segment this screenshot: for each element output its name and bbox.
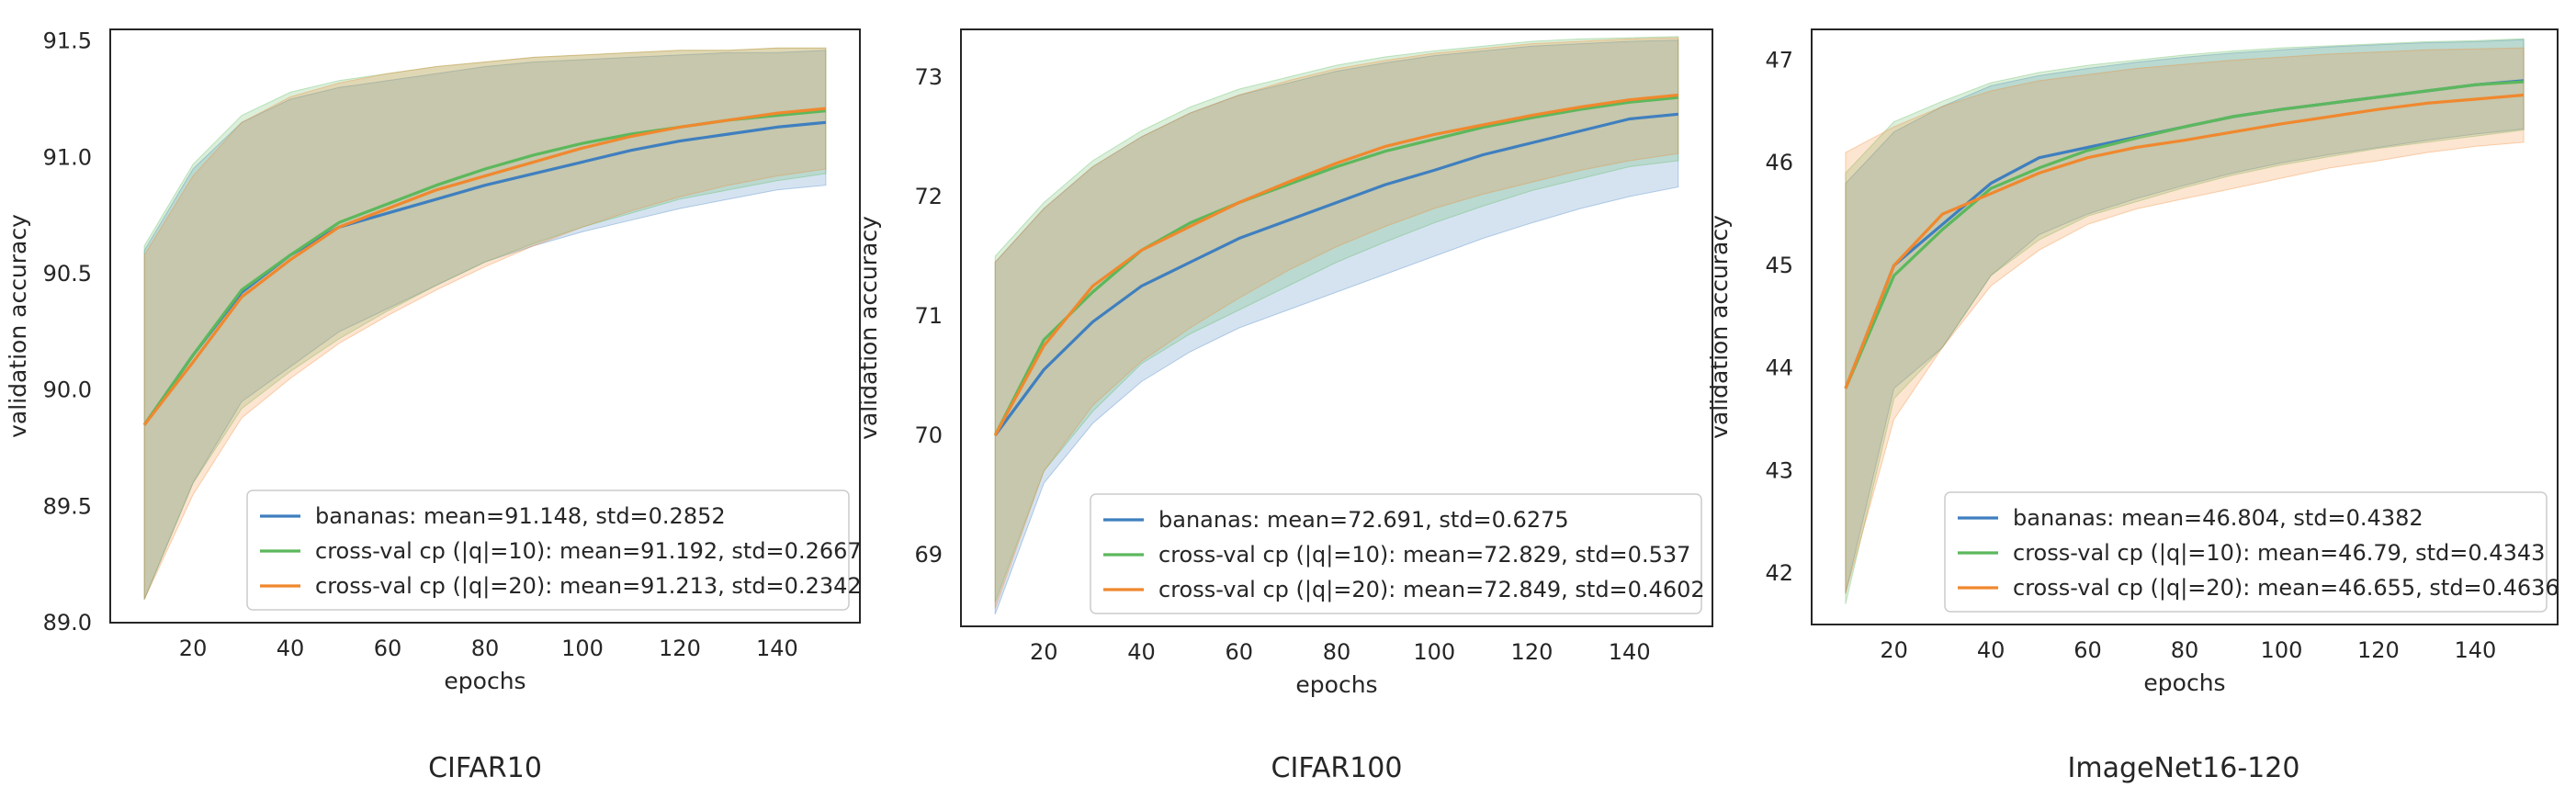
y-tick-label: 71 [914,303,943,329]
axes-frame [1811,28,2559,625]
band-series-0 [994,39,1679,615]
y-tick-label: 46 [1765,150,1793,175]
line-series-2 [993,93,1678,436]
band-series-1 [1845,38,2525,604]
legend-entry: cross-val cp (|q|=10): mean=91.192, std=… [315,538,862,564]
y-tick-label: 90.0 [43,377,92,403]
y-tick-label: 91.0 [43,144,92,170]
x-tick-label: 20 [179,636,208,661]
x-tick-label: 140 [1609,639,1651,665]
legend-entry: bananas: mean=46.804, std=0.4382 [2013,505,2423,531]
x-tick-label: 40 [1127,639,1156,665]
panel-caption: CIFAR10 [428,752,542,784]
y-tick-label: 42 [1765,560,1793,586]
line-series-0 [993,112,1678,436]
axes-frame [109,28,861,624]
x-tick-label: 120 [659,636,701,661]
panel-imagenet16-120: 20 40 60 80 100 120 140 42 43 44 45 46 47 epochs valid… [1706,28,2559,784]
y-axis-label: validation accuracy [5,214,31,438]
band-series-0 [143,50,827,600]
legend-box [246,490,850,611]
x-tick-label: 20 [1880,637,1908,663]
legend-entry: cross-val cp (|q|=10): mean=46.79, std=0… [2013,540,2545,566]
x-axis-label: epochs [1295,671,1377,698]
panel-cifar10: 20 40 60 80 100 120 140 89.0 89.5 90.0 90.5 91.0 91.… [5,28,862,784]
y-tick-label: 44 [1765,355,1793,381]
legend: bananas: mean=46.804, std=0.4382 cross-va… [1944,491,2559,613]
band-series-2 [994,37,1679,609]
plot-area [1844,38,2525,604]
x-axis-label: epochs [2143,670,2225,696]
line-series-2 [142,107,827,426]
x-tick-label: 60 [374,636,402,661]
y-tick-label: 89.5 [43,493,92,519]
plot-area [993,36,1679,615]
legend: bananas: mean=91.148, std=0.2852 cross-va… [246,490,862,611]
y-tick-label: 73 [914,64,943,90]
legend-entry: cross-val cp (|q|=10): mean=72.829, std=… [1158,542,1690,568]
line-series-1 [1844,80,2525,389]
band-series-1 [143,47,827,600]
x-tick-label: 40 [1977,637,2005,663]
y-tick-label: 47 [1765,48,1793,73]
legend-box [1944,491,2548,613]
x-tick-label: 140 [756,636,798,661]
y-tick-label: 91.5 [43,28,92,54]
legend-entry: bananas: mean=91.148, std=0.2852 [315,503,726,529]
x-tick-label: 100 [2261,637,2303,663]
x-tick-label: 140 [2454,637,2496,663]
legend-box [1090,493,1702,614]
band-series-1 [994,36,1679,603]
y-tick-label: 90.5 [43,261,92,287]
x-tick-label: 120 [2357,637,2400,663]
x-tick-label: 100 [1413,639,1455,665]
y-tick-label: 70 [914,422,943,448]
y-tick-label: 45 [1765,253,1793,278]
y-tick-label: 72 [914,184,943,209]
panel-caption: CIFAR100 [1271,752,1403,784]
y-tick-label: 43 [1765,457,1793,483]
panel-caption: ImageNet16-120 [2068,752,2300,784]
x-tick-label: 80 [2171,637,2199,663]
x-tick-label: 40 [277,636,305,661]
legend-entry: cross-val cp (|q|=20): mean=72.849, std=… [1158,577,1705,602]
x-tick-label: 80 [1323,639,1351,665]
y-axis-label: validation accuracy [1706,215,1733,439]
y-axis-label: validation accuracy [855,216,882,440]
legend: bananas: mean=72.691, std=0.6275 cross-va… [1090,493,1705,614]
x-tick-label: 80 [471,636,500,661]
x-tick-label: 120 [1511,639,1554,665]
x-tick-label: 20 [1030,639,1058,665]
y-tick-label: 69 [914,542,943,568]
plot-area [142,47,827,600]
x-tick-label: 60 [1225,639,1253,665]
line-series-1 [993,96,1678,436]
x-axis-label: epochs [444,668,525,694]
legend-entry: cross-val cp (|q|=20): mean=46.655, std=… [2013,575,2559,601]
panel-cifar100: 20 40 60 80 100 120 140 69 70 71 72 73 epochs validat… [855,28,1713,784]
x-tick-label: 100 [561,636,604,661]
axes-frame [960,28,1713,627]
band-series-2 [143,47,827,600]
line-series-2 [1844,93,2525,389]
x-tick-label: 60 [2073,637,2102,663]
y-tick-label: 89.0 [43,610,92,636]
legend-entry: bananas: mean=72.691, std=0.6275 [1158,507,1569,533]
legend-entry: cross-val cp (|q|=20): mean=91.213, std=… [315,573,862,599]
